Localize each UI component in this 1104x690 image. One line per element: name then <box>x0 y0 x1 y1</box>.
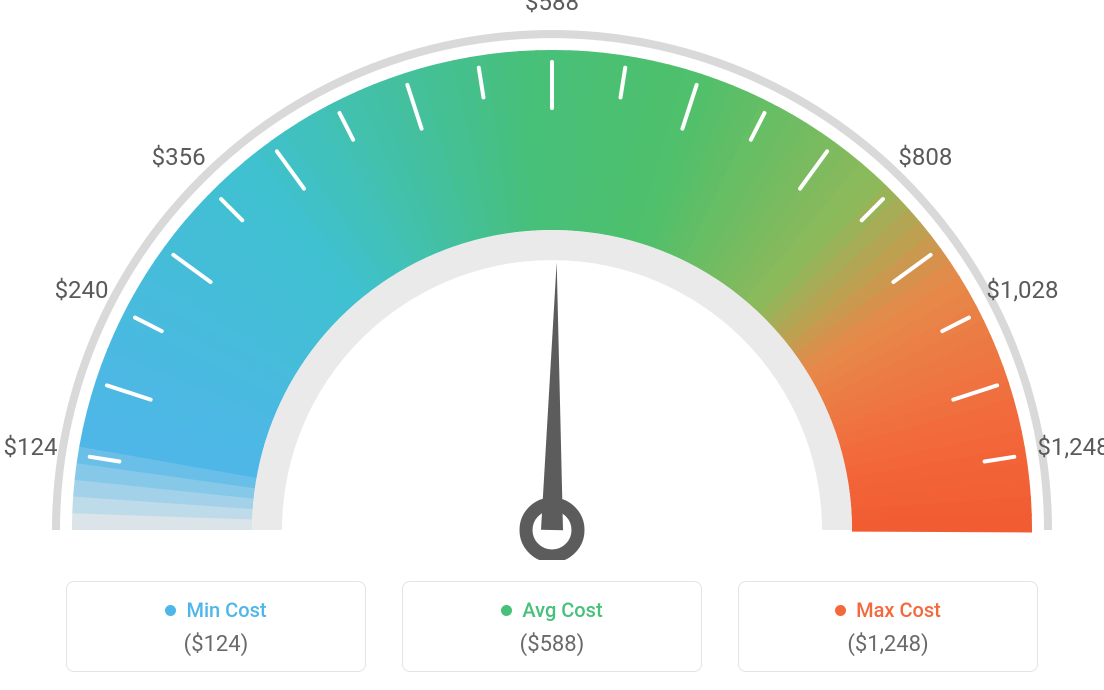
gauge-tick-label: $588 <box>525 0 579 16</box>
legend-row: Min Cost ($124) Avg Cost ($588) Max Cost… <box>0 581 1104 672</box>
gauge-tick-label: $124 <box>4 433 58 461</box>
gauge-tick-label: $808 <box>898 143 952 171</box>
legend-card-max: Max Cost ($1,248) <box>738 581 1038 672</box>
legend-value-max: ($1,248) <box>749 632 1027 657</box>
legend-title-max: Max Cost <box>835 598 941 622</box>
legend-title-text: Avg Cost <box>522 598 602 622</box>
gauge-tick-label: $356 <box>152 143 206 171</box>
legend-card-min: Min Cost ($124) <box>66 581 366 672</box>
legend-value-min: ($124) <box>77 632 355 657</box>
legend-title-min: Min Cost <box>165 598 266 622</box>
legend-card-avg: Avg Cost ($588) <box>402 581 702 672</box>
gauge-tick-label: $1,028 <box>986 276 1058 304</box>
gauge-chart: $124 $240 $356 $588 $808 $1,028 $1,248 <box>0 0 1104 560</box>
legend-title-avg: Avg Cost <box>501 598 602 622</box>
dot-icon <box>501 605 512 616</box>
gauge-svg <box>0 0 1104 560</box>
legend-title-text: Max Cost <box>856 598 941 622</box>
legend-title-text: Min Cost <box>186 598 266 622</box>
dot-icon <box>165 605 176 616</box>
dot-icon <box>835 605 846 616</box>
gauge-tick-label: $240 <box>55 276 109 304</box>
legend-value-avg: ($588) <box>413 632 691 657</box>
gauge-tick-label: $1,248 <box>1037 433 1104 461</box>
